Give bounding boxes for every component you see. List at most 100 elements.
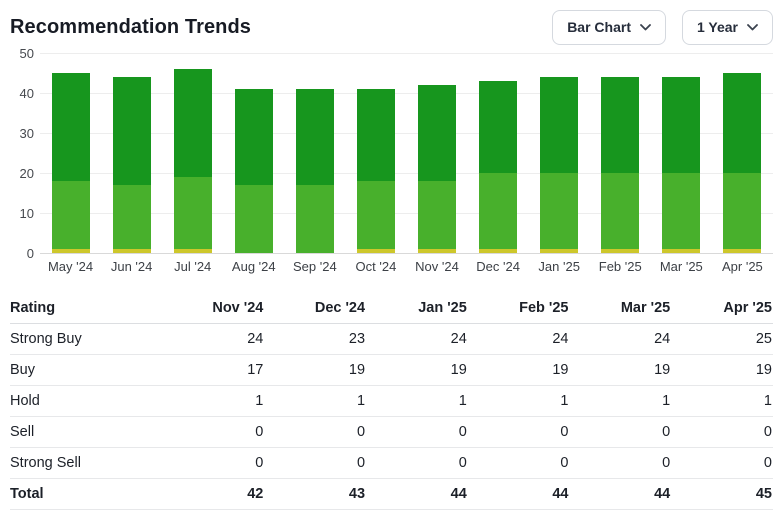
bar-segment-buy [723, 172, 762, 249]
recommendation-trends-chart: May '24 Jun '24 Jul '24 Aug '24 Sep '24 Oct '… [10, 47, 773, 279]
table-header-row: Rating Nov '24 Dec '24 Jan '25 Feb '25 M… [10, 292, 773, 324]
page-title: Recommendation Trends [10, 15, 252, 38]
bar-segment-buy [479, 172, 518, 249]
bar-segment-hold [662, 248, 701, 253]
bars-area [40, 53, 773, 253]
bar-segment-buy [51, 180, 90, 249]
bar-segment-hold [51, 248, 90, 253]
chevron-down-icon [640, 23, 651, 31]
bar-slot [345, 53, 406, 253]
table-cell: 23 [264, 323, 367, 355]
table-cell: 24 [366, 323, 468, 355]
table-cell: 0 [162, 416, 265, 448]
y-axis-tick-label: 0 [26, 245, 34, 261]
bar-segment-buy [418, 180, 456, 249]
bar-segment-strong-buy [540, 76, 579, 173]
chart-plot [40, 52, 773, 254]
x-axis-label: Jul '24 [174, 258, 212, 274]
table-cell: 44 [569, 477, 672, 510]
bar-slot [284, 53, 345, 253]
table-cell: 0 [264, 447, 367, 479]
x-axis-label: May '24 [47, 258, 94, 274]
row-label: Strong Buy [10, 323, 163, 355]
row-label: Hold [10, 385, 163, 417]
table-cell: 24 [569, 323, 672, 355]
bar-segment-strong-buy [234, 88, 273, 185]
bar-segment-buy [234, 184, 273, 253]
table-cell: 0 [264, 416, 367, 448]
stacked-bar-oct-24 [356, 88, 395, 253]
bar-slot [651, 53, 712, 253]
table-row-strong-sell: Strong Sell 0 0 0 0 0 0 [10, 447, 773, 479]
table-cell: 44 [366, 477, 468, 510]
table-row-buy: Buy 17 19 19 19 19 19 [10, 354, 773, 386]
table-cell: 0 [162, 447, 265, 479]
y-axis-tick-label: 40 [19, 85, 34, 101]
bar-segment-strong-buy [418, 84, 456, 181]
table-cell: 0 [366, 447, 468, 479]
column-header-rating: Rating [10, 292, 163, 324]
x-axis-label: Jan '25 [538, 258, 580, 274]
bar-segment-strong-buy [662, 76, 701, 173]
bar-slot [712, 53, 773, 253]
period-dropdown[interactable]: 1 Year [681, 10, 773, 45]
bar-slot [529, 53, 590, 253]
gridline [40, 92, 773, 94]
bar-segment-buy [112, 184, 151, 249]
table-cell: 17 [162, 354, 265, 386]
bar-segment-strong-buy [173, 68, 212, 177]
bar-segment-strong-buy [723, 72, 762, 173]
bar-slot [40, 53, 101, 253]
table-cell: 19 [264, 354, 367, 386]
bar-segment-strong-buy [479, 80, 518, 173]
bar-segment-buy [173, 176, 212, 249]
table-cell: 25 [671, 323, 773, 355]
x-axis-label: Dec '24 [476, 258, 520, 274]
table-cell: 0 [467, 416, 570, 448]
table-cell: 42 [162, 477, 265, 510]
bar-slot [468, 53, 529, 253]
table-row-sell: Sell 0 0 0 0 0 0 [10, 416, 773, 448]
column-header: Mar '25 [569, 292, 672, 324]
stacked-bar-nov-24 [418, 84, 456, 253]
x-axis-label: Nov '24 [415, 258, 459, 274]
stacked-bar-apr-25 [723, 72, 762, 253]
bar-segment-hold [418, 248, 456, 253]
x-axis-label: Jun '24 [110, 258, 153, 274]
y-axis-tick-label: 50 [19, 45, 34, 61]
x-axis-label: Oct '24 [355, 258, 397, 274]
header: Recommendation Trends Bar Chart 1 Year [10, 10, 773, 45]
column-header: Jan '25 [366, 292, 468, 324]
table-cell: 0 [569, 447, 672, 479]
table-cell: 0 [467, 447, 570, 479]
bar-segment-buy [601, 172, 640, 249]
stacked-bar-sep-24 [295, 88, 334, 253]
row-label: Buy [10, 354, 163, 386]
table-cell: 24 [162, 323, 265, 355]
chart-type-dropdown[interactable]: Bar Chart [552, 10, 666, 45]
stacked-bar-dec-24 [479, 80, 518, 253]
stacked-bar-jun-24 [112, 76, 151, 253]
table-cell: 45 [671, 477, 773, 510]
bar-segment-hold [540, 248, 579, 253]
table-row-hold: Hold 1 1 1 1 1 1 [10, 385, 773, 417]
chart-controls: Bar Chart 1 Year [552, 10, 773, 45]
bar-slot [406, 53, 467, 253]
row-label: Strong Sell [10, 447, 163, 479]
column-header: Nov '24 [162, 292, 265, 324]
table-cell: 19 [671, 354, 773, 386]
stacked-bar-mar-25 [662, 76, 701, 253]
y-axis-tick-label: 10 [19, 205, 34, 221]
bar-slot [223, 53, 284, 253]
gridline [40, 252, 773, 254]
bar-slot [162, 53, 223, 253]
table-cell: 43 [264, 477, 367, 510]
gridline [40, 212, 773, 214]
table-cell: 1 [366, 385, 468, 417]
table-cell: 0 [671, 447, 773, 479]
chevron-down-icon [747, 23, 758, 31]
bar-segment-hold [173, 248, 212, 253]
table-cell: 44 [467, 477, 570, 510]
table-cell: 19 [467, 354, 570, 386]
table-cell: 0 [671, 416, 773, 448]
